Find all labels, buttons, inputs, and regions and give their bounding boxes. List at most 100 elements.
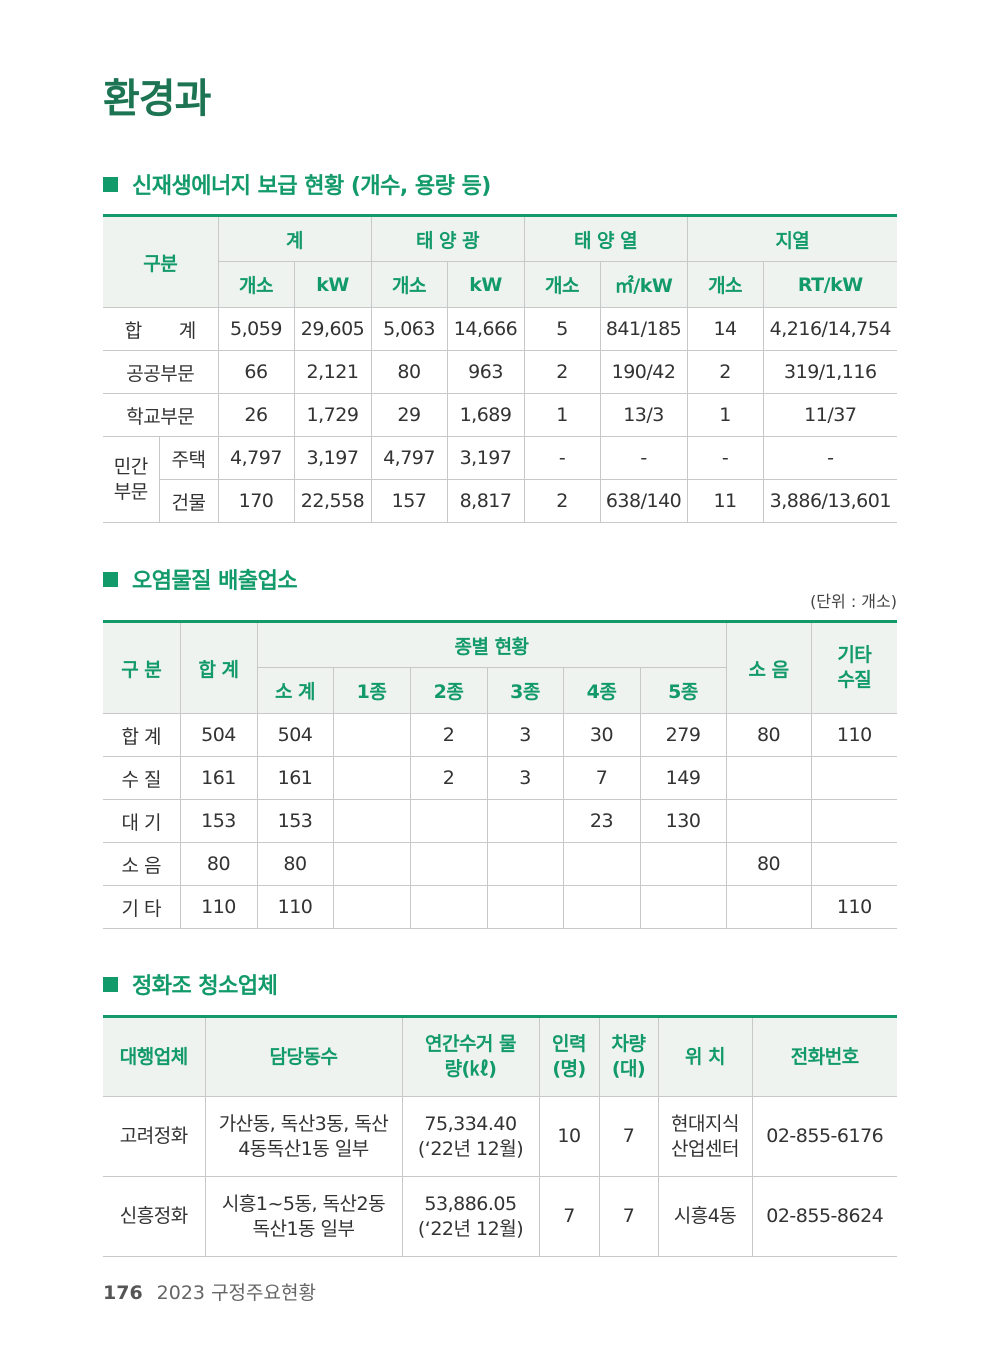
table-row: 공공부문 66 2,121 80 963 2 190/42 2 319/1,116 bbox=[103, 350, 898, 394]
page-number: 176 bbox=[103, 1282, 143, 1304]
data-cell: 279 bbox=[639, 713, 727, 757]
data-cell: 66 bbox=[217, 350, 295, 394]
data-cell: - bbox=[523, 436, 601, 480]
data-cell: 14,666 bbox=[446, 307, 525, 351]
data-cell: - bbox=[762, 436, 898, 480]
data-cell: 10 bbox=[538, 1096, 600, 1177]
data-cell bbox=[332, 885, 411, 929]
pollution-table: 구 분 합 계 종별 현황 소 음 기타 수질 소 계 1종 2종 3종 4종 5종 합 … bbox=[103, 620, 898, 929]
data-cell bbox=[810, 756, 898, 800]
data-cell: 2 bbox=[409, 756, 488, 800]
header-by-type: 종별 현황 bbox=[256, 621, 727, 668]
data-cell: 153 bbox=[179, 799, 258, 843]
subheader-cell: 5종 bbox=[639, 667, 727, 714]
data-cell: 504 bbox=[256, 713, 334, 757]
header-cell: 연간수거 물량(㎘) bbox=[401, 1016, 540, 1097]
data-cell: 319/1,116 bbox=[762, 350, 898, 394]
data-cell bbox=[486, 842, 564, 886]
row-label: 주택 bbox=[158, 436, 219, 480]
data-cell bbox=[810, 799, 898, 843]
data-cell: 161 bbox=[256, 756, 334, 800]
data-cell: 5,059 bbox=[217, 307, 295, 351]
data-cell bbox=[332, 713, 411, 757]
header-cell: 차량 (대) bbox=[598, 1016, 659, 1097]
table-row: 합 계 5,059 29,605 5,063 14,666 5 841/185 14 4,216… bbox=[103, 307, 898, 351]
section-title-text: 오염물질 배출업소 bbox=[132, 569, 298, 594]
data-cell: 23 bbox=[562, 799, 641, 843]
data-cell: 29 bbox=[370, 393, 448, 437]
section-title-pollution: 오염물질 배출업소 bbox=[103, 563, 298, 595]
row-label: 건물 bbox=[159, 479, 219, 523]
data-cell bbox=[332, 842, 411, 886]
data-cell: 153 bbox=[256, 799, 334, 843]
table-row: 학교부문 26 1,729 29 1,689 1 13/3 1 11/37 bbox=[103, 393, 898, 437]
subheader-cell: kW bbox=[446, 261, 525, 308]
data-cell: 2 bbox=[523, 350, 601, 394]
header-geothermal: 지열 bbox=[686, 215, 898, 262]
table-row: 수 질 161 161 2 3 7 149 bbox=[103, 756, 898, 800]
data-cell: 3,197 bbox=[293, 436, 372, 480]
data-cell: 시흥4동 bbox=[657, 1176, 753, 1257]
data-cell: 11/37 bbox=[762, 393, 898, 437]
data-cell: 638/140 bbox=[599, 479, 688, 523]
data-cell: 3,886/13,601 bbox=[762, 479, 898, 523]
data-cell: 2 bbox=[523, 479, 601, 523]
data-cell bbox=[332, 756, 411, 800]
header-other-water: 기타 수질 bbox=[810, 621, 898, 714]
data-cell: 신흥정화 bbox=[103, 1176, 206, 1257]
table-row: 대 기 153 153 23 130 bbox=[103, 799, 898, 843]
subheader-cell: 개소 bbox=[370, 261, 448, 308]
row-group-label: 민간 부문 bbox=[103, 436, 160, 523]
data-cell bbox=[562, 842, 641, 886]
table-row: 건물 170 22,558 157 8,817 2 638/140 11 3,886/13,60… bbox=[103, 479, 898, 523]
data-cell bbox=[409, 799, 488, 843]
data-cell: 02-855-6176 bbox=[751, 1096, 897, 1177]
data-cell: 110 bbox=[256, 885, 334, 929]
header-cell: 담당동수 bbox=[204, 1016, 403, 1097]
renewable-energy-table: 구분 계 태 양 광 태 양 열 지열 개소 kW 개소 kW 개소 ㎡/kW 개소 RT/k… bbox=[103, 214, 898, 523]
subheader-cell: RT/kW bbox=[762, 261, 898, 308]
data-cell bbox=[409, 842, 488, 886]
data-cell: 3,197 bbox=[446, 436, 525, 480]
data-cell: 8,817 bbox=[446, 479, 525, 523]
subheader-cell: 소 계 bbox=[257, 667, 334, 714]
data-cell: 4,797 bbox=[217, 436, 295, 480]
data-cell: 11 bbox=[686, 479, 764, 523]
row-label: 대 기 bbox=[103, 799, 181, 843]
data-cell: 170 bbox=[217, 479, 295, 523]
header-cell: 인력 (명) bbox=[538, 1016, 600, 1097]
data-cell: 14 bbox=[686, 307, 764, 351]
row-label: 합 계 bbox=[103, 307, 219, 351]
row-label: 학교부문 bbox=[103, 393, 219, 437]
subheader-cell: 1종 bbox=[332, 667, 411, 714]
data-cell: 4,216/14,754 bbox=[762, 307, 898, 351]
header-solar-pv: 태 양 광 bbox=[370, 215, 525, 262]
data-cell: 80 bbox=[370, 350, 448, 394]
header-cell: 전화번호 bbox=[751, 1016, 897, 1097]
data-cell: 현대지식 산업센터 bbox=[657, 1096, 753, 1177]
section-title-text: 정화조 청소업체 bbox=[132, 974, 278, 999]
data-cell: 13/3 bbox=[599, 393, 688, 437]
subheader-cell: 개소 bbox=[686, 261, 764, 308]
section-title-septic: 정화조 청소업체 bbox=[103, 968, 278, 1000]
data-cell: 149 bbox=[639, 756, 727, 800]
section-title-renewable: 신재생에너지 보급 현황 (개수, 용량 등) bbox=[103, 168, 491, 200]
square-bullet-icon bbox=[103, 571, 118, 587]
subheader-cell: 4종 bbox=[562, 667, 641, 714]
data-cell: 53,886.05 (‘22년 12월) bbox=[401, 1176, 540, 1257]
data-cell: 7 bbox=[598, 1176, 659, 1257]
data-cell: 1,689 bbox=[446, 393, 525, 437]
data-cell: 80 bbox=[725, 842, 812, 886]
data-cell bbox=[409, 885, 488, 929]
table-row: 고려정화 가산동, 독산3동, 독산4동독산1동 일부 75,334.40 (‘22… bbox=[103, 1096, 897, 1177]
header-solar-thermal: 태 양 열 bbox=[523, 215, 688, 262]
row-label: 소 음 bbox=[103, 842, 181, 886]
subheader-cell: 개소 bbox=[523, 261, 601, 308]
data-cell: 30 bbox=[562, 713, 641, 757]
page-title: 환경과 bbox=[103, 76, 211, 122]
section-title-text: 신재생에너지 보급 현황 (개수, 용량 등) bbox=[132, 174, 491, 199]
data-cell: 5,063 bbox=[370, 307, 448, 351]
data-cell: 110 bbox=[179, 885, 258, 929]
header-total: 합 계 bbox=[179, 621, 258, 714]
data-cell: 130 bbox=[639, 799, 727, 843]
